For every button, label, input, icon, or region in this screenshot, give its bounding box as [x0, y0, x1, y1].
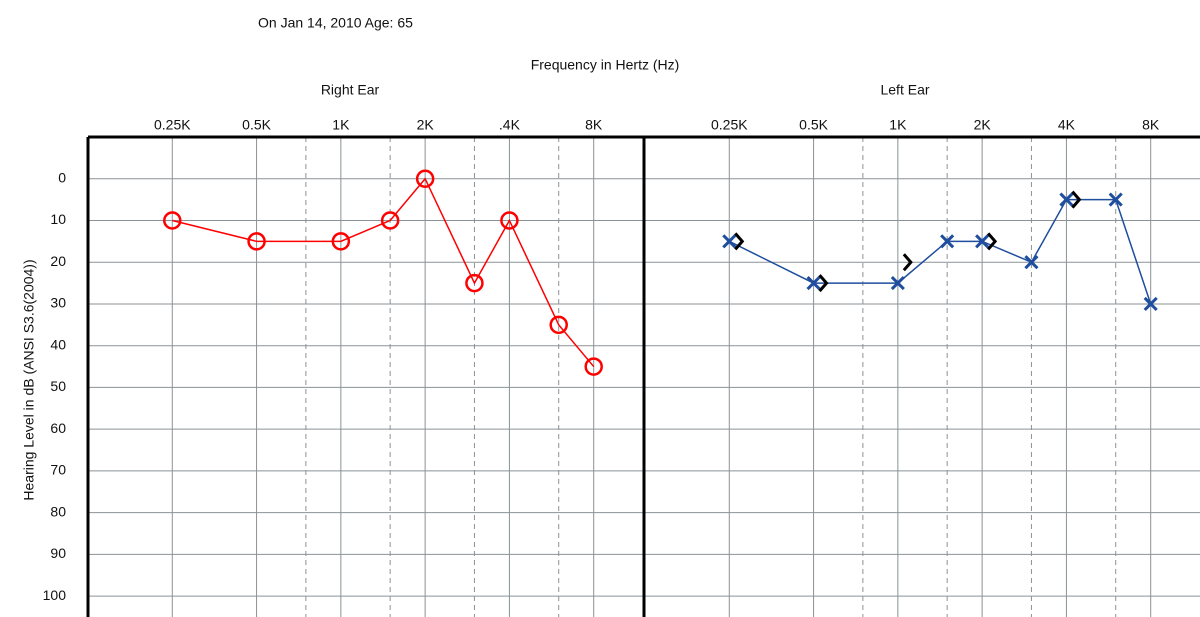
marker-x [1059, 192, 1074, 207]
y-tick-label: 10 [50, 211, 66, 227]
series-line [172, 177, 595, 368]
y-tick-label: 60 [50, 420, 66, 436]
x-tick-label: 4K [1058, 117, 1076, 133]
x-tick-label: 0.5K [799, 117, 828, 133]
marker-bone [1071, 190, 1082, 209]
chart-title: On Jan 14, 2010 Age: 65 [258, 15, 413, 31]
y-axis-label: Hearing Level in dB (ANSI S3.6(2004)) [21, 259, 37, 500]
marker-circle [549, 315, 568, 335]
x-tick-label: 1K [332, 117, 350, 133]
marker-x [1024, 255, 1039, 270]
panel-title: Right Ear [321, 82, 380, 98]
marker-x [806, 276, 821, 291]
x-tick-label: 8K [1142, 117, 1160, 133]
marker-x [890, 276, 905, 291]
marker-x [975, 234, 990, 249]
marker-circle [331, 232, 351, 251]
series-line [728, 198, 1152, 305]
marker-bone [818, 274, 829, 293]
y-tick-label: 70 [50, 462, 66, 478]
marker-circle [584, 357, 603, 376]
marker-bone [987, 232, 998, 251]
y-tick-label: 30 [50, 295, 66, 311]
x-tick-label: 2K [974, 117, 992, 133]
x-tick-label: .4K [499, 117, 521, 133]
y-tick-label: 90 [50, 545, 66, 561]
x-tick-label: 0.5K [242, 117, 271, 133]
marker-circle [163, 211, 182, 230]
marker-circle [500, 211, 519, 230]
marker-circle [415, 169, 435, 188]
x-tick-label: 8K [585, 117, 603, 133]
x-tick-label: 0.25K [711, 117, 748, 133]
x-tick-label: 2K [417, 117, 435, 133]
marker-x [1108, 192, 1123, 207]
x-axis-label: Frequency in Hertz (Hz) [531, 57, 680, 73]
marker-x [722, 234, 737, 249]
x-tick-label: 1K [889, 117, 907, 133]
y-tick-label: 20 [50, 253, 66, 269]
y-tick-label: 0 [58, 169, 66, 185]
marker-circle [465, 273, 484, 293]
panel-title: Left Ear [880, 82, 929, 98]
marker-bone [902, 253, 913, 272]
marker-bone [734, 232, 745, 251]
y-tick-label: 40 [50, 336, 66, 352]
marker-circle [380, 211, 400, 230]
y-tick-label: 50 [50, 378, 66, 394]
marker-circle [247, 232, 266, 251]
marker-x [1143, 296, 1158, 312]
y-tick-label: 100 [43, 587, 67, 603]
marker-x [940, 234, 955, 249]
y-tick-label: 80 [50, 503, 66, 519]
x-tick-label: 0.25K [154, 117, 191, 133]
